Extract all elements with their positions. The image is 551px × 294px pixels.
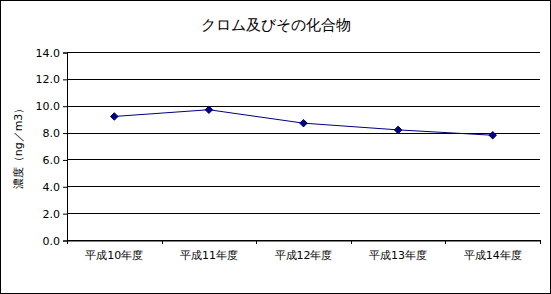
y-tick-label: 2.0 (43, 208, 61, 221)
y-tick: 2.0 (43, 208, 68, 221)
y-tick: 6.0 (43, 154, 68, 167)
y-axis-title: 濃度（ng／m3） (12, 103, 25, 190)
x-separator (162, 240, 163, 244)
x-axis: 平成10年度 平成11年度 平成12年度 平成13年度 平成14年度 (68, 241, 541, 262)
grid (67, 53, 540, 241)
chart: 0.02.04.06.08.010.012.014.0平成10年度平成11年度平… (0, 0, 551, 294)
y-axis: 0.0 2.0 4.0 6.0 8.0 10.0 12.0 14.0 (36, 47, 68, 248)
x-tick: 平成13年度 (369, 241, 427, 262)
data-line (114, 110, 492, 136)
grid-line (67, 159, 540, 160)
x-tick: 平成11年度 (180, 241, 238, 262)
x-tick-label: 平成14年度 (464, 249, 522, 262)
y-tick-label: 8.0 (43, 127, 61, 140)
x-separator (67, 240, 68, 244)
data-point (205, 106, 213, 114)
y-tick-mark (63, 160, 67, 161)
data-point (111, 113, 119, 121)
grid-line (67, 240, 540, 241)
y-tick-label: 10.0 (36, 100, 61, 113)
x-separator (540, 240, 541, 244)
title: クロム及びその化合物 (201, 16, 351, 34)
y-tick-mark (63, 106, 67, 107)
grid-line (67, 213, 540, 214)
grid-line (67, 186, 540, 187)
y-tick-mark (63, 133, 67, 134)
y-tick: 4.0 (43, 181, 68, 194)
grid-line (67, 79, 540, 80)
y-tick-label: 0.0 (43, 235, 61, 248)
grid-line (67, 52, 540, 53)
x-axis-line (68, 241, 541, 242)
x-tick-label: 平成13年度 (369, 249, 427, 262)
x-separators (68, 240, 541, 244)
y-tick-mark (63, 214, 67, 215)
x-separator (445, 240, 446, 244)
y-tick-label: 6.0 (43, 154, 61, 167)
y-tick: 10.0 (36, 100, 68, 113)
data-point (300, 119, 308, 127)
y-tick: 0.0 (43, 235, 68, 248)
y-tick-label: 12.0 (36, 73, 61, 86)
x-tick-label: 平成10年度 (85, 249, 143, 262)
x-tick-label: 平成11年度 (180, 249, 238, 262)
y-tick: 8.0 (43, 127, 68, 140)
grid-line (67, 106, 540, 107)
marks (111, 106, 497, 139)
y-tick-mark (63, 187, 67, 188)
x-tick-label: 平成12年度 (275, 249, 333, 262)
x-tick: 平成14年度 (464, 241, 522, 262)
y-tick-label: 14.0 (36, 47, 61, 60)
y-tick-mark (63, 53, 67, 54)
y-tick-label: 4.0 (43, 181, 61, 194)
data-point (394, 126, 402, 134)
x-separator (256, 240, 257, 244)
x-tick: 平成12年度 (275, 241, 333, 262)
y-tick-mark (63, 241, 67, 242)
y-tick-mark (63, 79, 67, 80)
y-tick: 12.0 (36, 73, 68, 86)
chart-border (1, 1, 551, 294)
x-tick: 平成10年度 (85, 241, 143, 262)
y-tick: 14.0 (36, 47, 68, 60)
data-point (489, 132, 497, 140)
x-separator (351, 240, 352, 244)
y-axis-line (63, 53, 68, 241)
